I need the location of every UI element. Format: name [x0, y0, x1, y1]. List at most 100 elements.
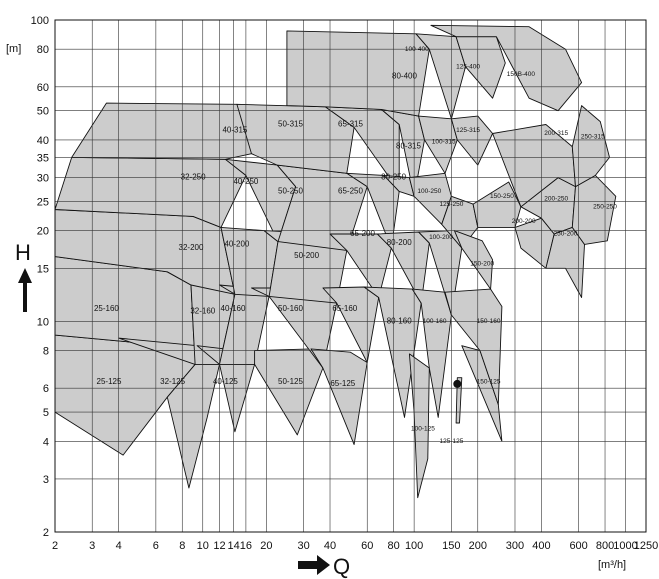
x-tick-label: 1000: [613, 540, 637, 552]
y-tick-label: 5: [43, 407, 49, 419]
x-tick-labels: 2 3 4 6 8 10 12 14 16 20 30 40 60 80 100 150 200 300 400 60…: [52, 540, 658, 552]
x-tick-label: 60: [361, 540, 373, 552]
pump-label-125-400: 125-400: [456, 63, 480, 70]
x-tick-label: 20: [260, 540, 272, 552]
pump-region-100-400: [415, 33, 466, 120]
pump-label-50-200: 50-200: [294, 251, 319, 260]
pump-labels: 25-125 25-160 32-125 32-160 32-200 32-250 40-1…: [94, 46, 617, 445]
pump-label-125-125: 125-125: [439, 438, 463, 445]
pump-label-150-125: 150-125: [477, 379, 501, 386]
pump-region-250-315: [571, 105, 610, 188]
pump-region-150-125: [461, 345, 503, 442]
pump-label-100-315: 100-315: [432, 138, 456, 145]
pump-label-80-315: 80-315: [396, 142, 421, 151]
y-tick-label: 50: [37, 106, 49, 118]
pump-label-200-200: 200-200: [512, 218, 536, 225]
y-tick-label: 60: [37, 82, 49, 94]
pump-label-200-315: 200-315: [544, 130, 568, 137]
x-tick-label: 12: [213, 540, 225, 552]
pump-label-50-315: 50-315: [278, 120, 303, 129]
x-tick-label: 3: [89, 540, 95, 552]
y-tick-label: 80: [37, 44, 49, 56]
pump-region-80-200: [376, 231, 430, 304]
pump-region-65-125: [310, 348, 368, 446]
pump-label-50-125: 50-125: [278, 377, 303, 386]
x-tick-label: 800: [596, 540, 614, 552]
pump-label-50-160: 50-160: [278, 304, 303, 313]
y-tick-label: 2: [43, 527, 49, 539]
x-unit-label: [m³/h]: [598, 559, 626, 571]
pump-label-32-160: 32-160: [190, 306, 215, 315]
x-tick-label: 600: [569, 540, 587, 552]
pump-label-100-250: 100-250: [417, 188, 441, 195]
x-tick-label: 300: [506, 540, 524, 552]
x-tick-label: 400: [532, 540, 550, 552]
plot-frame: [54, 19, 647, 533]
y-tick-label: 4: [43, 436, 49, 448]
pump-label-250-200: 250-200: [554, 231, 578, 238]
pump-label-40-160: 40-160: [221, 304, 246, 313]
pump-label-80-250: 80-250: [381, 173, 406, 182]
pump-region-125-125: [455, 377, 463, 424]
pump-region-150-250: [472, 181, 522, 228]
pump-label-100-160: 100-160: [423, 318, 447, 325]
pump-label-150-160: 150-160: [477, 318, 501, 325]
y-tick-label: 8: [43, 346, 49, 358]
y-tick-label: 100: [31, 15, 49, 27]
pump-label-250-315: 250-315: [581, 133, 605, 140]
pump-label-32-250: 32-250: [181, 173, 206, 182]
pump-label-125-315: 125-315: [456, 127, 480, 134]
pump-label-80-400: 80-400: [392, 72, 417, 81]
pump-label-40-200: 40-200: [224, 240, 249, 249]
pump-region-65-160: [322, 286, 380, 363]
x-tick-label: 40: [324, 540, 336, 552]
pump-label-32-200: 32-200: [179, 243, 204, 252]
x-tick-label: 16: [240, 540, 252, 552]
pump-label-65-160: 65-160: [332, 304, 357, 313]
pump-label-25-160: 25-160: [94, 304, 119, 313]
y-tick-label: 6: [43, 383, 49, 395]
pump-label-150-250: 150-250: [490, 193, 514, 200]
pump-label-32-125: 32-125: [160, 377, 185, 386]
x-tick-label: 2: [52, 540, 58, 552]
pump-region-125-315: [450, 115, 494, 166]
pump-label-200-250: 200-250: [544, 196, 568, 203]
operating-point-marker: [453, 379, 462, 388]
y-tick-label: 20: [37, 226, 49, 238]
y-tick-label: 3: [43, 474, 49, 486]
y-tick-label: 15: [37, 263, 49, 275]
x-tick-label: 30: [297, 540, 309, 552]
pump-label-65-200: 65-200: [350, 229, 375, 238]
x-tick-label: 80: [388, 540, 400, 552]
x-tick-label: 1250: [634, 540, 658, 552]
x-tick-label: 150: [442, 540, 460, 552]
y-tick-label: 40: [37, 135, 49, 147]
y-tick-label: 25: [37, 196, 49, 208]
y-tick-label: 35: [37, 152, 49, 164]
pump-label-80-200: 80-200: [387, 238, 412, 247]
x-tick-label: 200: [469, 540, 487, 552]
pump-label-80-160: 80-160: [387, 317, 412, 326]
pump-label-100-200: 100-200: [429, 234, 453, 241]
pump-region-65-250: [346, 172, 400, 249]
pump-label-50-250: 50-250: [278, 187, 303, 196]
y-axis-title: H: [15, 240, 31, 265]
x-tick-label: 4: [116, 540, 122, 552]
pump-label-150B-400: 150B-400: [507, 71, 536, 78]
x-tick-label: 6: [153, 540, 159, 552]
right-arrow-icon: [298, 555, 330, 575]
x-axis-title: Q: [333, 554, 350, 579]
y-unit-label: [m]: [6, 43, 21, 55]
pump-label-40-125: 40-125: [213, 377, 238, 386]
pump-label-25-125: 25-125: [97, 377, 122, 386]
up-arrow-icon: [18, 268, 32, 312]
y-tick-labels: 2 3 4 5 6 8 10 15 20 25 30 35 40 50 60 80 100: [31, 15, 49, 539]
pump-label-65-250: 65-250: [338, 187, 363, 196]
y-tick-label: 30: [37, 173, 49, 185]
pump-label-125-250: 125-250: [439, 201, 463, 208]
pump-region-50-125: [254, 348, 324, 436]
pump-region-65-200: [329, 233, 392, 298]
pump-label-250-250: 250-250: [593, 204, 617, 211]
x-tick-label: 8: [179, 540, 185, 552]
